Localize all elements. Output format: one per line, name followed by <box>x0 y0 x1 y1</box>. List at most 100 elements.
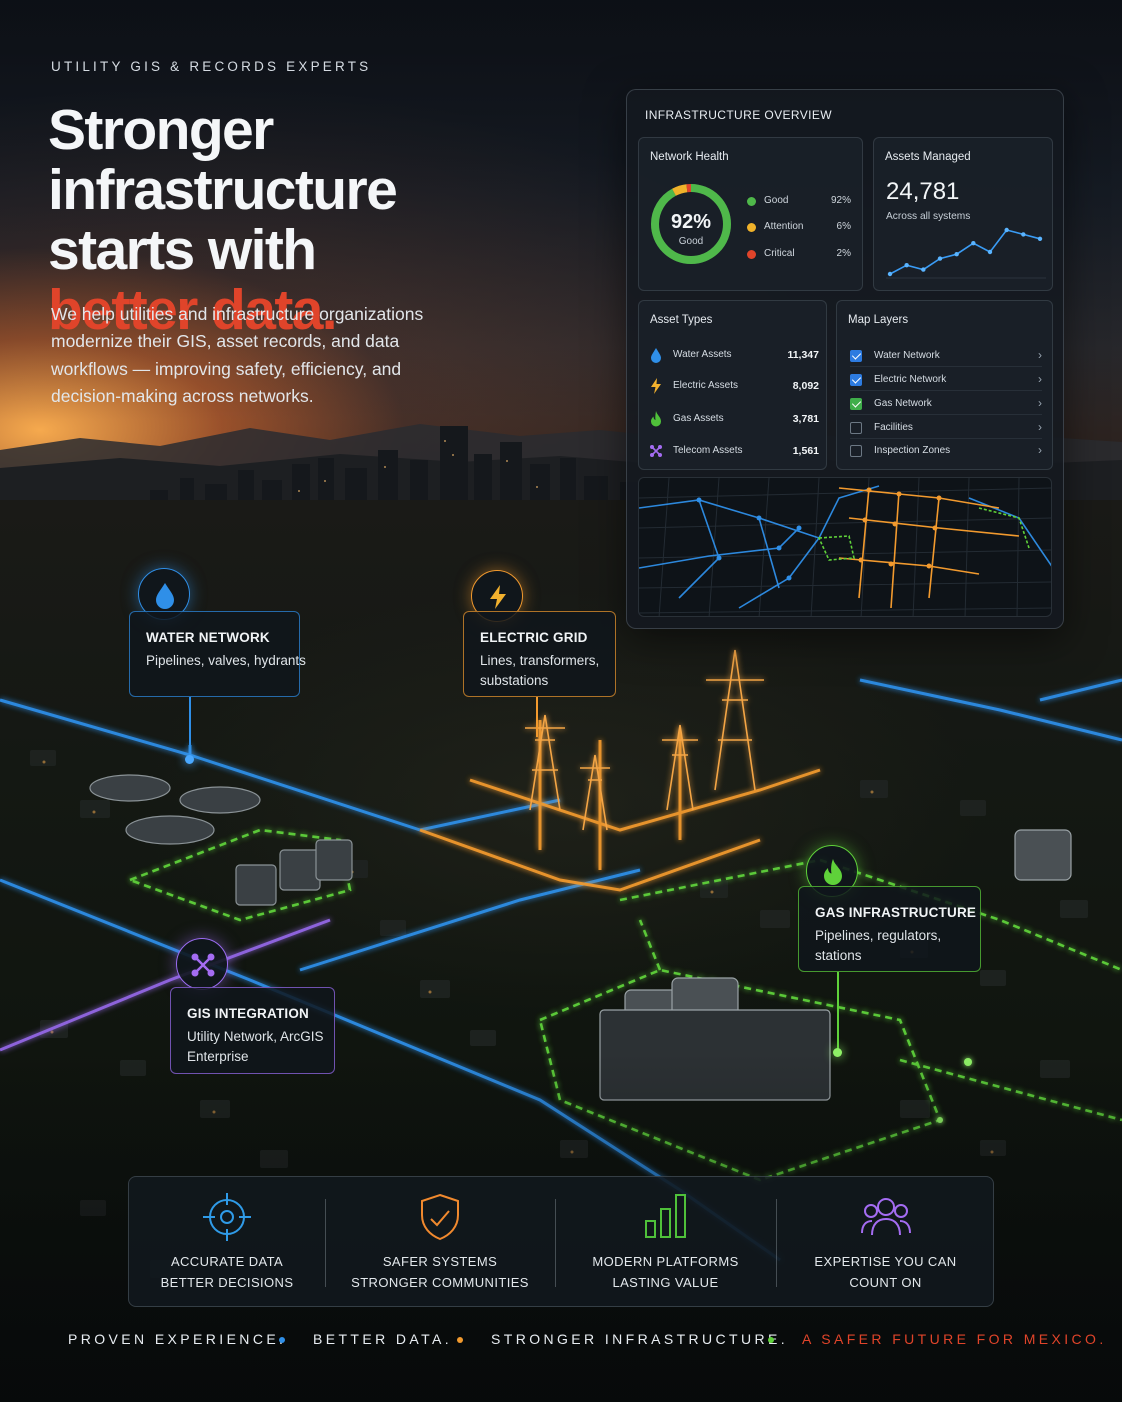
footer-dot-orange <box>457 1337 463 1343</box>
electric-grid-title: ELECTRIC GRID <box>480 630 588 645</box>
network-health-title: Network Health <box>650 151 729 163</box>
benefit-divider <box>776 1199 777 1287</box>
benefit-line-1: EXPERTISE YOU CAN <box>814 1254 957 1269</box>
benefit-modern-platforms: MODERN PLATFORMS LASTING VALUE <box>555 1177 776 1308</box>
asset-type-count: 8,092 <box>792 380 819 392</box>
sparkline-point <box>987 249 993 255</box>
water-drop-icon <box>156 583 174 609</box>
sparkline-point <box>921 267 926 272</box>
legend-good: Good 92% <box>747 194 851 208</box>
asset-type-count: 1,561 <box>792 445 819 457</box>
legend-critical: Critical 2% <box>747 247 851 261</box>
team-icon <box>860 1198 911 1236</box>
footer-segment-1: PROVEN EXPERIENCE. <box>68 1331 287 1347</box>
layer-checkbox[interactable] <box>850 350 862 362</box>
legend-label: Critical <box>764 248 795 259</box>
lightning-icon <box>490 585 506 609</box>
gis-integration-title: GIS INTEGRATION <box>187 1006 310 1021</box>
flame-icon <box>651 411 661 427</box>
sparkline-point <box>1037 236 1043 241</box>
water-network-title: WATER NETWORK <box>146 630 270 645</box>
layer-gas-network[interactable]: Gas Network › <box>850 395 1042 415</box>
sparkline-point <box>904 263 909 268</box>
layer-electric-network[interactable]: Electric Network › <box>850 371 1042 391</box>
footer-dot-blue <box>279 1337 285 1343</box>
asset-type-count: 11,347 <box>787 349 819 361</box>
benefit-divider <box>325 1199 326 1287</box>
status-dot-critical <box>747 250 756 259</box>
asset-type-label: Water Assets <box>673 349 732 360</box>
gis-integration-callout: GIS INTEGRATION Utility Network, ArcGIS … <box>170 987 335 1074</box>
network-icon <box>191 953 215 977</box>
sparkline-point <box>971 241 976 246</box>
electric-grid-callout: ELECTRIC GRID Lines, transformers, subst… <box>463 611 616 697</box>
water-leader-dot <box>185 755 194 764</box>
legend-percent: 6% <box>836 221 851 232</box>
electric-leader-line <box>536 697 538 737</box>
gas-infrastructure-title: GAS INFRASTRUCTURE <box>815 905 977 920</box>
layer-inspection-zones[interactable]: Inspection Zones › <box>850 442 1042 462</box>
asset-types-card: Asset Types Water Assets 11,347 Electric… <box>638 300 827 470</box>
network-icon <box>650 445 662 457</box>
chevron-right-icon[interactable]: › <box>1038 443 1042 457</box>
benefit-line-1: ACCURATE DATA <box>170 1254 284 1269</box>
layer-checkbox[interactable] <box>850 422 862 434</box>
network-mini-map[interactable] <box>638 477 1052 617</box>
infrastructure-dashboard: INFRASTRUCTURE OVERVIEW Network Health 9… <box>626 89 1064 629</box>
asset-type-count: 3,781 <box>792 413 819 425</box>
benefits-bar: ACCURATE DATA BETTER DECISIONS SAFER SYS… <box>128 1176 994 1307</box>
map-layers-card: Map Layers Water Network › Electric Netw… <box>836 300 1053 470</box>
layer-label: Gas Network <box>874 398 932 409</box>
sparkline-point <box>954 252 959 257</box>
map-layers-title: Map Layers <box>848 314 909 326</box>
sparkline-line <box>889 229 1041 275</box>
layer-water-network[interactable]: Water Network › <box>850 347 1042 367</box>
layer-label: Water Network <box>874 350 940 361</box>
chevron-right-icon[interactable]: › <box>1038 396 1042 410</box>
benefit-line-2: COUNT ON <box>849 1275 922 1290</box>
footer-segment-2: BETTER DATA. <box>313 1331 453 1347</box>
water-network-desc: Pipelines, valves, hydrants <box>146 653 306 668</box>
asset-type-telecom: Telecom Assets 1,561 <box>649 442 819 460</box>
water-drop-icon <box>651 348 661 363</box>
chevron-right-icon[interactable]: › <box>1038 348 1042 362</box>
eyebrow-tagline: UTILITY GIS & RECORDS EXPERTS <box>51 59 372 74</box>
footer-segment-4: A SAFER FUTURE FOR MEXICO. <box>802 1331 1107 1347</box>
asset-type-label: Gas Assets <box>673 413 724 424</box>
legend-percent: 2% <box>836 248 851 259</box>
layer-checkbox[interactable] <box>850 374 862 386</box>
headline-accent: better data. <box>48 278 338 342</box>
layer-checkbox[interactable] <box>850 445 862 457</box>
flame-icon <box>824 859 842 885</box>
chevron-right-icon[interactable]: › <box>1038 420 1042 434</box>
asset-types-title: Asset Types <box>650 314 713 326</box>
assets-managed-card: Assets Managed 24,781 Across all systems <box>873 137 1053 291</box>
benefit-divider <box>555 1199 556 1287</box>
mini-map-graphic <box>639 478 1051 616</box>
gas-infrastructure-callout: GAS INFRASTRUCTURE Pipelines, regulators… <box>798 886 981 972</box>
layer-label: Electric Network <box>874 374 947 385</box>
gas-leader-dot <box>833 1048 842 1057</box>
water-network-callout: WATER NETWORK Pipelines, valves, hydrant… <box>129 611 306 697</box>
network-health-value-label: Good <box>678 236 704 247</box>
benefit-line-2: STRONGER COMMUNITIES <box>351 1275 529 1290</box>
assets-managed-value: 24,781 <box>886 178 960 205</box>
water-leader-line <box>189 697 191 759</box>
benefit-safer-systems: SAFER SYSTEMS STRONGER COMMUNITIES <box>325 1177 555 1308</box>
electric-grid-desc: Lines, transformers, substations <box>480 653 600 688</box>
shield-check-icon <box>421 1193 459 1241</box>
headline: Stronger infrastructure starts with bett… <box>48 100 628 340</box>
layer-checkbox[interactable] <box>850 398 862 410</box>
layer-label: Facilities <box>874 422 913 433</box>
footer-tagline: PROVEN EXPERIENCE. BETTER DATA. STRONGER… <box>0 1331 1122 1351</box>
gas-infrastructure-desc: Pipelines, regulators, stations <box>815 928 942 963</box>
footer-dot-green <box>768 1337 774 1343</box>
chevron-right-icon[interactable]: › <box>1038 372 1042 386</box>
layer-facilities[interactable]: Facilities › <box>850 419 1042 439</box>
asset-type-gas: Gas Assets 3,781 <box>649 410 819 428</box>
benefit-accurate-data: ACCURATE DATA BETTER DECISIONS <box>129 1177 325 1308</box>
layer-label: Inspection Zones <box>874 445 951 456</box>
legend-label: Good <box>764 195 789 206</box>
legend-attention: Attention 6% <box>747 220 851 234</box>
sparkline-point <box>1004 227 1009 233</box>
